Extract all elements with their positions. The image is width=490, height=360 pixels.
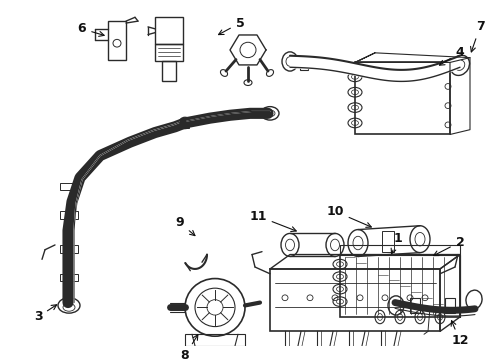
Text: 9: 9 — [176, 216, 195, 235]
Bar — [181, 118, 189, 128]
Bar — [60, 245, 78, 253]
Text: 1: 1 — [391, 232, 402, 254]
Bar — [300, 57, 308, 70]
Text: 11: 11 — [249, 210, 296, 231]
Bar — [108, 21, 126, 59]
Text: 7: 7 — [470, 21, 485, 52]
Bar — [410, 298, 420, 313]
Text: 12: 12 — [451, 321, 469, 347]
Text: 2: 2 — [434, 235, 465, 256]
Bar — [155, 44, 183, 62]
Bar — [355, 62, 450, 135]
Bar — [270, 269, 440, 332]
Bar — [60, 211, 78, 219]
Bar — [162, 62, 176, 81]
Bar — [340, 255, 460, 317]
Text: 8: 8 — [181, 335, 198, 360]
Bar — [60, 274, 78, 282]
Text: 6: 6 — [78, 22, 104, 36]
Text: 10: 10 — [326, 205, 371, 227]
Text: 3: 3 — [34, 305, 57, 324]
Bar — [382, 230, 394, 252]
Text: 5: 5 — [219, 17, 245, 35]
Bar — [155, 17, 183, 44]
Bar — [60, 183, 78, 190]
Bar — [185, 334, 245, 346]
Bar — [445, 298, 455, 313]
Text: 4: 4 — [440, 46, 465, 65]
